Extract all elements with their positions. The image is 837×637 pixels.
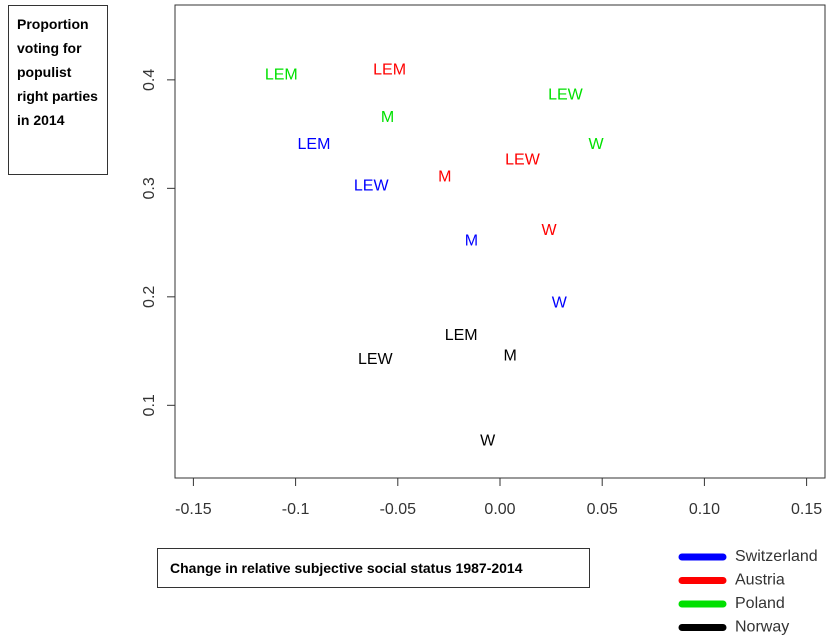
- legend-label: Poland: [735, 595, 785, 612]
- point-label: LEW: [358, 351, 394, 368]
- point-label: W: [589, 136, 605, 153]
- point-label: LEM: [373, 61, 406, 78]
- y-tick-label: 0.1: [141, 394, 158, 416]
- point-label: LEW: [548, 86, 584, 103]
- point-label: W: [542, 222, 558, 239]
- point-label: LEM: [298, 136, 331, 153]
- point-label: LEM: [445, 327, 478, 344]
- x-tick-label: 0.15: [791, 501, 822, 518]
- point-label: M: [504, 348, 517, 365]
- point-label: W: [480, 432, 496, 449]
- point-label: M: [438, 169, 451, 186]
- x-tick-label: -0.1: [282, 501, 310, 518]
- point-label: LEM: [265, 67, 298, 84]
- point-label: M: [465, 233, 478, 250]
- legend-label: Austria: [735, 572, 785, 589]
- y-tick-label: 0.4: [141, 69, 158, 91]
- x-axis-label: Change in relative subjective social sta…: [157, 548, 590, 588]
- y-tick-label: 0.3: [141, 177, 158, 199]
- x-tick-label: 0.00: [484, 501, 515, 518]
- point-label: LEW: [354, 177, 390, 194]
- y-tick-label: 0.2: [141, 286, 158, 308]
- legend-label: Switzerland: [735, 548, 818, 565]
- x-tick-label: -0.15: [175, 501, 212, 518]
- point-label: LEW: [505, 151, 541, 168]
- x-tick-label: -0.05: [380, 501, 417, 518]
- point-label: W: [552, 295, 568, 312]
- y-axis-label: Proportion voting for populist right par…: [8, 5, 108, 175]
- x-tick-label: 0.05: [587, 501, 618, 518]
- x-tick-label: 0.10: [689, 501, 720, 518]
- point-label: M: [381, 109, 394, 126]
- legend-label: Norway: [735, 619, 789, 636]
